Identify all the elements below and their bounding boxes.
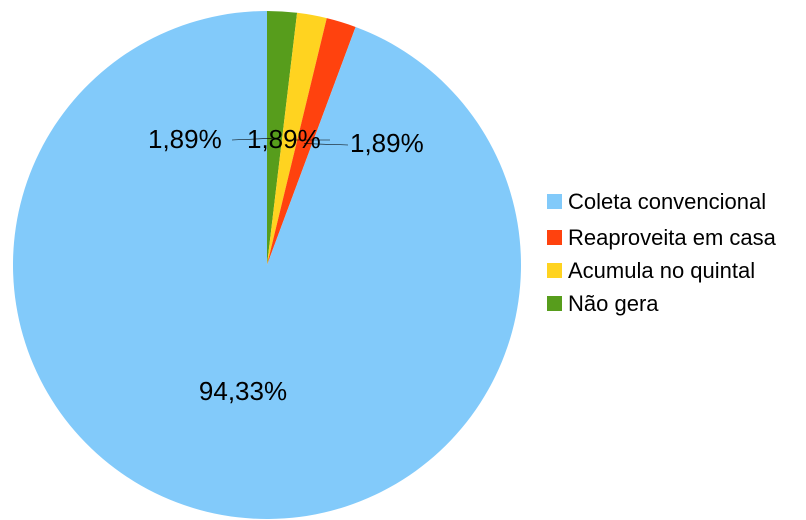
pie-slice-coleta-convencional bbox=[12, 11, 521, 519]
legend: Coleta convencional Reaproveita em casa … bbox=[547, 189, 777, 316]
leader-line-nao-gera bbox=[231, 137, 275, 141]
pie-slices bbox=[12, 11, 521, 519]
pie-slice-acumula-no-quintal bbox=[267, 12, 327, 266]
data-label-acumula-no-quintal: 1,89% bbox=[247, 124, 321, 154]
legend-swatch-coleta-convencional bbox=[547, 194, 562, 209]
legend-label-acumula-no-quintal: Acumula no quintal bbox=[568, 258, 755, 283]
label-leader-lines bbox=[231, 137, 349, 146]
legend-label-reaproveita-em-casa: Reaproveita em casa bbox=[568, 225, 777, 250]
pie-slice-reaproveita-em-casa bbox=[267, 18, 356, 265]
legend-item-nao-gera: Não gera bbox=[547, 291, 659, 316]
legend-swatch-reaproveita-em-casa bbox=[547, 230, 562, 245]
data-label-coleta-convencional: 94,33% bbox=[199, 376, 287, 406]
pie-slice-nao-gera bbox=[267, 11, 298, 265]
legend-item-coleta-convencional: Coleta convencional bbox=[547, 189, 766, 214]
legend-swatch-nao-gera bbox=[547, 296, 562, 311]
legend-label-coleta-convencional: Coleta convencional bbox=[568, 189, 766, 214]
data-labels: 94,33% 1,89% 1,89% 1,89% bbox=[148, 124, 424, 406]
data-label-nao-gera: 1,89% bbox=[148, 124, 222, 154]
data-label-reaproveita-em-casa: 1,89% bbox=[350, 128, 424, 158]
legend-item-reaproveita-em-casa: Reaproveita em casa bbox=[547, 225, 777, 250]
leader-line-reaproveita-em-casa bbox=[304, 143, 349, 146]
legend-item-acumula-no-quintal: Acumula no quintal bbox=[547, 258, 755, 283]
legend-label-nao-gera: Não gera bbox=[568, 291, 659, 316]
legend-swatch-acumula-no-quintal bbox=[547, 263, 562, 278]
